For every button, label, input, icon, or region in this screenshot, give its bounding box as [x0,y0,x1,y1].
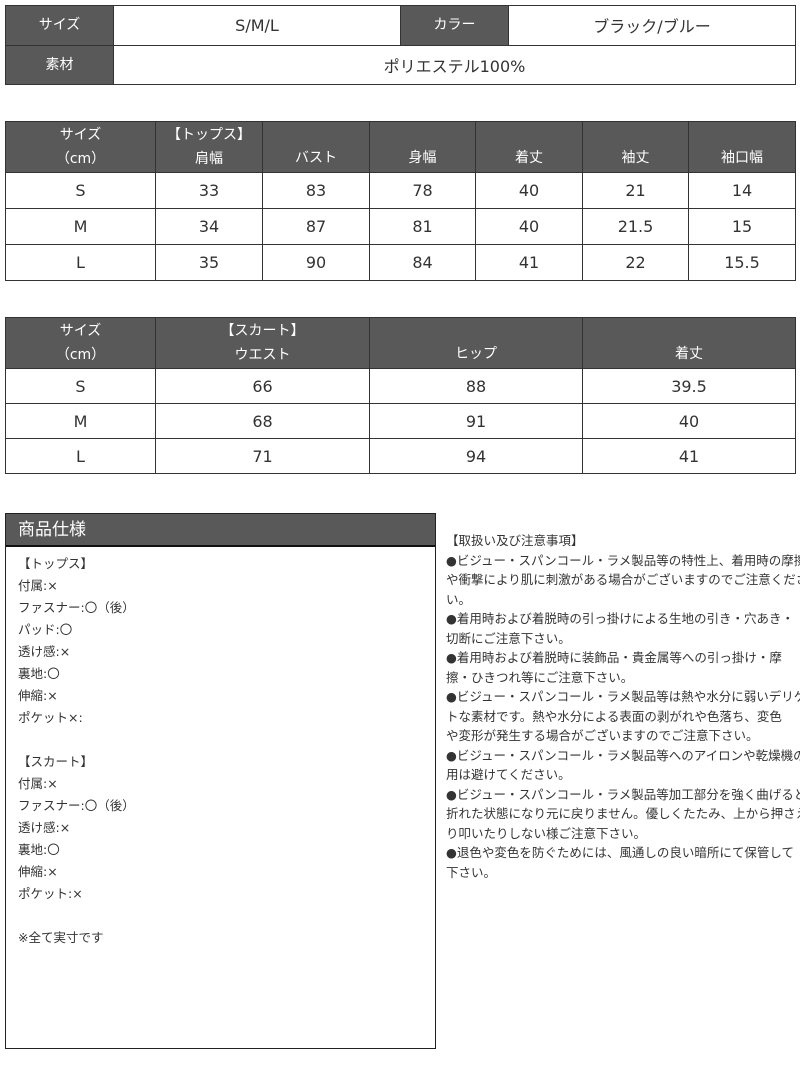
color-label: カラー [400,5,509,46]
table-cell: S [5,368,156,404]
text-line: パッド:〇 [18,622,73,637]
text-line: 透け感:× [18,644,71,659]
text-line: トな素材です。熱や水分による表面の剥がれや色落ち、変色 [446,708,782,724]
material-value: ポリエステル100% [113,44,796,85]
table-row: S 66 88 39.5 [5,368,796,404]
column-header: 袖口幅 [688,121,796,173]
table-row: S 33 83 78 40 21 14 [5,172,796,209]
column-header: サイズ （cm） [5,121,156,173]
table-cell: 34 [155,208,263,245]
table-row: M 68 91 40 [5,403,796,439]
table-cell: M [5,403,156,439]
text-line: 下さい。 [446,864,497,880]
column-header: 身幅 [369,121,476,173]
text-line: ポケット×: [18,710,83,725]
text-line: り叩いたりしない様ご注意下さい。 [446,825,647,841]
text-line: ファスナー:〇（後） [18,600,135,615]
text-line: ファスナー:〇（後） [18,798,135,813]
text-line: 透け感:× [18,820,71,835]
table-cell: 39.5 [582,368,796,404]
text-line: ●退色や変色を防ぐためには、風通しの良い暗所にて保管して [446,845,795,860]
text-line: 折れた状態になり元に戻りません。優しくたたみ、上から押さえた [446,806,800,821]
table-cell: L [5,244,156,281]
text-line: や衝撃により肌に刺激がある場合がございますのでご注意くださ [446,572,800,587]
summary-table: サイズ S/M/L カラー ブラック/ブルー 素材 ポリエステル100% [5,5,796,85]
table-row: L 71 94 41 [5,438,796,474]
size-value: S/M/L [113,5,401,46]
table-cell: 81 [369,208,476,245]
column-header: 【トップス】 肩幅 [155,121,263,173]
table-row: M 34 87 81 40 21.5 15 [5,208,796,245]
table-cell: L [5,438,156,474]
text-line: ●ビジュー・スパンコール・ラメ製品等へのアイロンや乾燥機の使 [446,747,800,763]
text-line: ●着用時および着脱時の引っ掛けによる生地の引き・穴あき・ [446,611,795,626]
skirt-size-table: サイズ （cm） 【スカート】 ウエスト ヒップ 着丈 S 66 88 39.5 M 68 91 40… [5,317,796,474]
text-line: ●ビジュー・スパンコール・ラメ製品等の特性上、着用時の摩擦 [446,552,800,568]
text-line: い。 [446,591,472,607]
text-line: 裏地:〇 [18,666,60,681]
table-cell: 35 [155,244,263,281]
text-line: 【トップス】 [18,556,94,571]
table-cell: 78 [369,172,476,209]
table-cell: 90 [262,244,370,281]
table-row: L 35 90 84 41 22 15.5 [5,244,796,281]
column-header: ヒップ [369,317,583,369]
text-line [6,905,435,927]
table-cell: 41 [582,438,796,474]
text-line [6,729,435,751]
table-cell: 40 [475,208,583,245]
spec-title: 商品仕様 [6,514,435,547]
text-line: 伸縮:× [18,864,58,879]
table-cell: 71 [155,438,370,474]
table-cell: 15.5 [688,244,796,281]
text-line: ●着用時および着脱時に装飾品・貴金属等への引っ掛け・摩 [446,650,782,665]
table-cell: 87 [262,208,370,245]
care-notes: 【取扱い及び注意事項】 ●ビジュー・スパンコール・ラメ製品等の特性上、着用時の摩擦… [446,531,800,882]
text-line: 【取扱い及び注意事項】 [446,533,584,548]
table-cell: S [5,172,156,209]
table-cell: 21 [582,172,689,209]
table-cell: 15 [688,208,796,245]
text-line: ●ビジュー・スパンコール・ラメ製品等加工部分を強く曲げると [446,786,800,802]
text-line: ポケット:× [18,886,83,901]
table-cell: 14 [688,172,796,209]
table-cell: 88 [369,368,583,404]
text-line: 付属:× [18,776,58,791]
text-line: 切断にご注意下さい。 [446,630,571,646]
product-spec-box: 商品仕様 【トップス】 付属:× ファスナー:〇（後） パッド:〇 透け感:× 裏地:〇伸… [5,513,436,1049]
table-cell: 66 [155,368,370,404]
table-cell: 91 [369,403,583,439]
table-cell: 68 [155,403,370,439]
table-cell: 94 [369,438,583,474]
column-header: バスト [262,121,370,173]
table-cell: 84 [369,244,476,281]
column-header: 着丈 [475,121,583,173]
column-header: 着丈 [582,317,796,369]
table-cell: M [5,208,156,245]
text-line: 伸縮:× [18,688,58,703]
column-header: 【スカート】 ウエスト [155,317,370,369]
table-cell: 41 [475,244,583,281]
text-line: 裏地:〇 [18,842,60,857]
material-label: 素材 [5,44,114,85]
text-line: 用は避けてください。 [446,767,571,782]
text-line: ●ビジュー・スパンコール・ラメ製品等は熱や水分に弱いデリケー [446,689,800,704]
text-line: や変形が発生する場合がございますのでご注意下さい。 [446,728,759,743]
table-cell: 33 [155,172,263,209]
color-value: ブラック/ブルー [508,5,796,46]
size-label: サイズ [5,5,114,46]
text-line: ※全て実寸です [18,930,104,945]
text-line: 【スカート】 [18,754,94,769]
column-header: サイズ （cm） [5,317,156,369]
table-cell: 83 [262,172,370,209]
table-cell: 22 [582,244,689,281]
text-line: 擦・ひきつれ等にご注意下さい。 [446,669,634,685]
text-line: 付属:× [18,578,58,593]
table-cell: 21.5 [582,208,689,245]
column-header: 袖丈 [582,121,689,173]
tops-size-table: サイズ （cm） 【トップス】 肩幅 バスト 身幅 着丈 袖丈 袖口幅 S 33 83 78 40 21… [5,121,796,281]
table-cell: 40 [475,172,583,209]
table-cell: 40 [582,403,796,439]
